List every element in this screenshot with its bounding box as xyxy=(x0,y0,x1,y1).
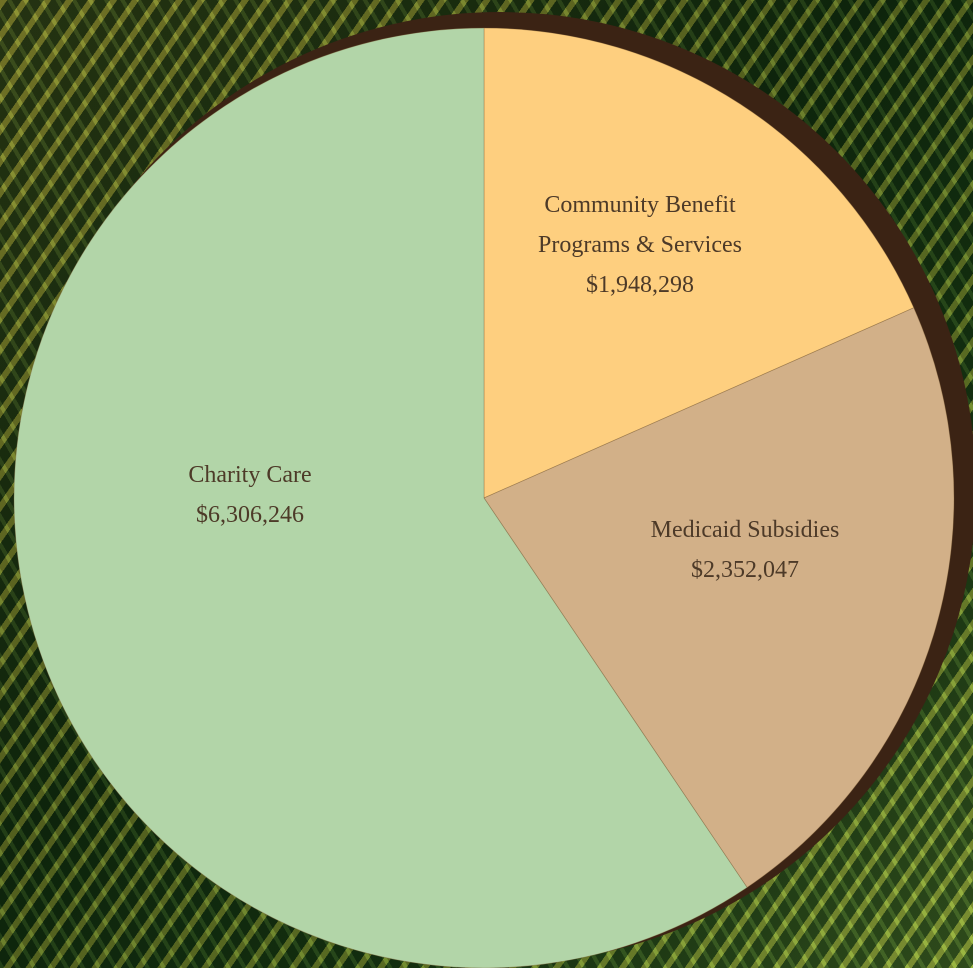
slice-category: Charity Care xyxy=(188,462,312,488)
slice-label: Community Benefit Programs & Services $1,… xyxy=(490,185,790,305)
slice-category: Community Benefit Programs & Services xyxy=(538,192,742,258)
slice-value: $1,948,298 xyxy=(586,272,694,298)
slice-label: Charity Care $6,306,246 xyxy=(100,455,400,535)
slice-category: Medicaid Subsidies xyxy=(650,517,840,543)
pie-slice xyxy=(483,307,955,889)
pie-slice xyxy=(483,27,915,499)
slice-value: $6,306,246 xyxy=(196,502,304,528)
slice-label: Medicaid Subsidies $2,352,047 xyxy=(595,510,895,590)
slice-value: $2,352,047 xyxy=(691,557,799,583)
